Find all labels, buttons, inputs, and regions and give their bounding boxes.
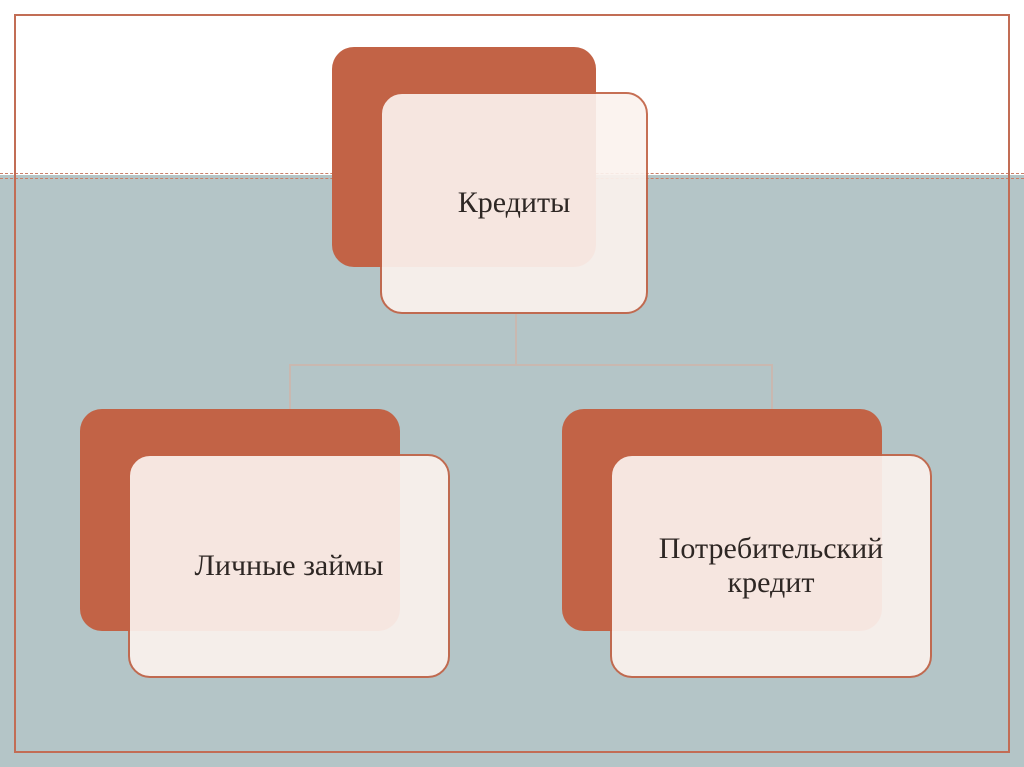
node-root-front: Кредиты [380, 92, 648, 314]
node-left-front: Личные займы [128, 454, 450, 678]
node-right-front: Потребительский кредит [610, 454, 932, 678]
diagram-canvas: Кредиты Личные займы Потребительский кре… [0, 0, 1024, 767]
connector-drop-left [289, 364, 291, 409]
node-root-label: Кредиты [458, 186, 571, 221]
connector-hbar [289, 364, 771, 366]
node-right-label: Потребительский кредит [624, 532, 918, 601]
node-left-label: Личные займы [195, 549, 384, 584]
connector-stem [515, 314, 517, 364]
connector-drop-right [771, 364, 773, 409]
